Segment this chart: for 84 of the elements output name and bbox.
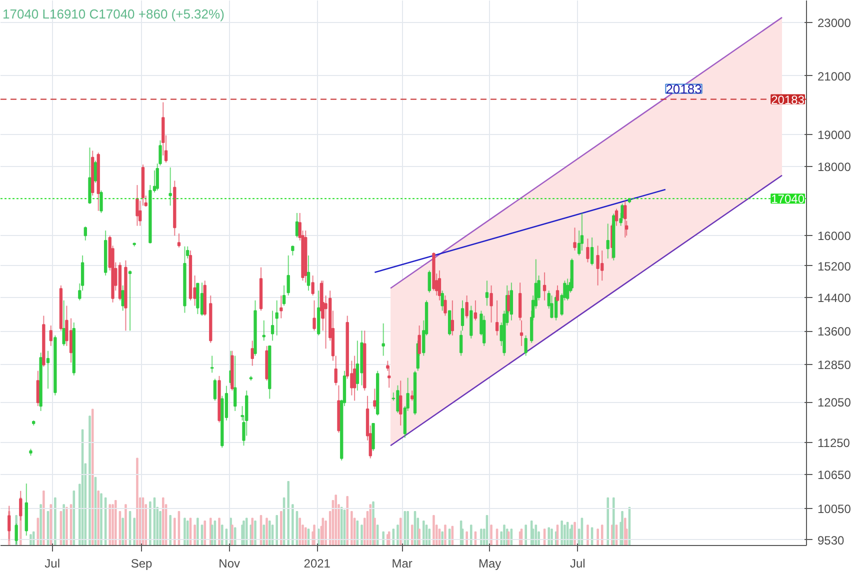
candlestick — [450, 300, 454, 336]
x-tick-label: Nov — [218, 556, 240, 570]
candlestick — [213, 378, 217, 402]
candlestick — [324, 294, 328, 350]
candlestick — [495, 300, 499, 336]
candlestick — [128, 270, 132, 332]
candlestick — [210, 355, 214, 374]
candlestick — [94, 160, 98, 184]
y-tick-label: 18000 — [818, 160, 852, 174]
candlestick — [524, 334, 528, 356]
x-tick-label: May — [478, 556, 502, 570]
annotation: 20183 — [666, 81, 702, 96]
candlestick — [286, 254, 290, 296]
candlestick — [69, 318, 73, 364]
y-tick-label: 19000 — [818, 128, 852, 142]
candlestick — [280, 294, 283, 319]
candlestick — [291, 245, 294, 256]
x-tick-label: Jul — [570, 556, 586, 570]
candlestick — [295, 212, 299, 238]
candlestick — [200, 282, 204, 316]
candlestick — [382, 322, 385, 356]
candlestick — [614, 208, 618, 226]
candlestick — [438, 270, 442, 301]
candlestick — [168, 166, 172, 206]
candlestick — [100, 190, 103, 214]
candlestick — [49, 325, 52, 346]
x-tick-label: 2021 — [304, 556, 331, 570]
candlestick — [448, 310, 452, 336]
candlestick — [234, 355, 237, 412]
candlestick — [356, 340, 360, 392]
candlestick — [262, 320, 266, 342]
candlestick — [410, 390, 414, 402]
candlestick — [444, 294, 447, 316]
y-tick-label: 12850 — [818, 358, 852, 372]
candlestick — [311, 275, 314, 296]
candlestick — [312, 300, 316, 332]
ref-line-label: 17040 — [771, 192, 805, 206]
y-tick-label: 10050 — [818, 502, 852, 516]
candlestick — [485, 280, 489, 306]
candlestick — [352, 355, 356, 402]
x-tick-label: Jul — [44, 556, 60, 570]
candlestick — [275, 300, 278, 336]
y-tick-label: 16000 — [818, 229, 852, 244]
x-tick-label: Mar — [392, 556, 412, 570]
candlestick — [270, 310, 274, 342]
candlestick — [46, 350, 50, 390]
y-tick-label: 11250 — [818, 436, 850, 450]
candlestick — [373, 388, 376, 410]
y-tick-label: 21000 — [818, 69, 852, 84]
candlestick — [586, 238, 590, 263]
y-tick-label: 23000 — [818, 16, 852, 30]
candlestick — [465, 294, 468, 319]
candlestick — [399, 380, 402, 426]
candlestick — [606, 223, 610, 259]
candlestick — [510, 282, 514, 321]
candlestick — [624, 200, 627, 238]
candlestick — [550, 294, 554, 319]
candlestick — [428, 270, 431, 294]
y-tick-label: 13600 — [818, 324, 852, 339]
y-tick-label: 9530 — [818, 533, 845, 548]
annotation: 17040 L16910 C17040 +860 (+5.32%) — [2, 6, 224, 22]
y-tick-label: 14400 — [818, 291, 852, 306]
candlestick — [490, 284, 493, 324]
candlestick — [250, 340, 254, 366]
y-tick-label: 15200 — [818, 259, 852, 274]
y-tick-label: 12050 — [818, 396, 852, 410]
candlestick — [459, 330, 463, 356]
candlestick — [388, 365, 391, 388]
candlestick — [84, 226, 87, 241]
candlestick — [396, 384, 400, 414]
candlestick — [542, 272, 546, 301]
candlestick — [177, 232, 181, 248]
y-tick-label: 10650 — [818, 468, 852, 482]
candlestick — [62, 300, 66, 346]
candlestick — [306, 254, 310, 292]
candlestick — [596, 245, 600, 286]
x-tick-label: Sep — [130, 556, 153, 570]
candlestick — [580, 212, 584, 252]
candlestick — [474, 300, 478, 321]
candlestick — [282, 284, 286, 306]
candlestick — [590, 236, 594, 266]
candlestick — [136, 184, 139, 226]
candlestick — [573, 227, 576, 252]
ref-line-label: 20183 — [771, 92, 805, 107]
